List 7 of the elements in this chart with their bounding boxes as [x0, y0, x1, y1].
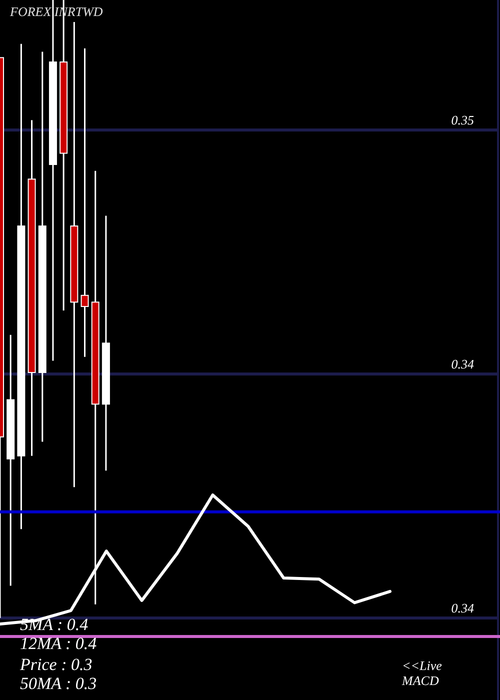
y-tick-label: 0.34: [451, 356, 474, 372]
annotation: 50MA : 0.3: [20, 674, 97, 693]
annotation: <<Live MACD: [402, 658, 443, 688]
y-tick-label: 0.35: [451, 112, 474, 128]
annotation: 12MA : 0.4: [20, 634, 97, 653]
y-tick-label: 0.34: [451, 600, 474, 616]
annotation: Price : 0.3: [20, 655, 92, 674]
